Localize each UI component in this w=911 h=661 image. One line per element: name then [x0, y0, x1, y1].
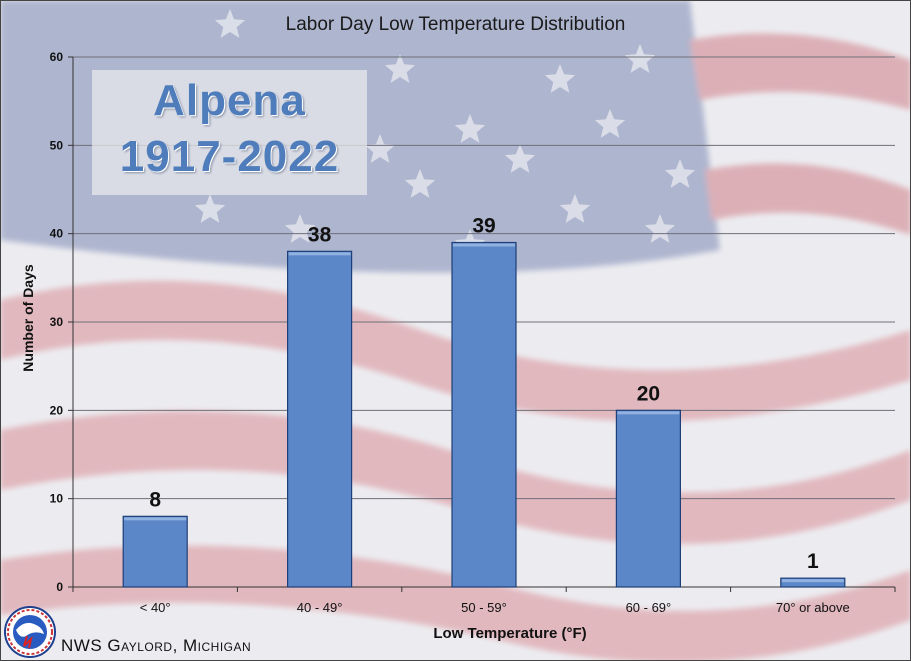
- location-period: 1917-2022: [119, 132, 340, 181]
- y-tick-label: 40: [50, 227, 64, 241]
- flag-star-icon: [214, 9, 246, 38]
- flag-star-icon: [559, 194, 591, 223]
- bar: [287, 250, 353, 588]
- bar: [122, 515, 188, 588]
- flag-star-icon: [404, 169, 436, 198]
- flag-star-icon: [644, 214, 676, 243]
- location-name: Alpena: [153, 76, 306, 125]
- bar-highlight: [124, 517, 187, 521]
- data-label: 39: [472, 215, 495, 238]
- bar: [615, 409, 682, 588]
- data-label: 20: [637, 382, 660, 405]
- bar-highlight: [288, 252, 351, 256]
- x-tick-label: 50 - 59°: [461, 600, 507, 615]
- footer-credit: NWS Gaylord, Michigan: [61, 636, 252, 655]
- flag-star-icon: [504, 144, 536, 173]
- flag-star-icon: [194, 194, 226, 223]
- y-tick-label: 20: [50, 403, 64, 417]
- flag-star-icon: [364, 134, 396, 163]
- bar: [451, 241, 517, 588]
- flag-star-icon: [544, 64, 576, 93]
- y-tick-label: 10: [50, 492, 64, 506]
- y-tick-label: 0: [56, 580, 63, 594]
- flag-star-icon: [624, 44, 656, 73]
- data-label: 38: [308, 223, 332, 246]
- bar-highlight: [781, 579, 844, 583]
- flag-star-icon: [594, 109, 626, 138]
- nws-logo-icon: [4, 606, 56, 658]
- flag-star-icon: [284, 214, 316, 243]
- x-tick-label: 70° or above: [776, 600, 850, 615]
- bar-highlight: [617, 411, 680, 415]
- y-axis-label: Number of Days: [20, 264, 36, 372]
- y-tick-label: 50: [50, 138, 64, 152]
- data-label: 8: [149, 488, 161, 511]
- x-tick-label: < 40°: [140, 600, 171, 615]
- x-axis-label: Low Temperature (°F): [433, 625, 587, 642]
- y-tick-label: 60: [50, 50, 64, 64]
- bar-highlight: [453, 243, 515, 247]
- y-tick-label: 30: [50, 315, 64, 329]
- flag-star-icon: [384, 54, 416, 83]
- bar: [780, 577, 846, 588]
- chart-title: Labor Day Low Temperature Distribution: [285, 14, 626, 35]
- location-box: Alpena 1917-2022: [92, 70, 367, 195]
- data-label: 1: [807, 550, 819, 573]
- flag-star-icon: [454, 114, 486, 143]
- x-tick-label: 40 - 49°: [297, 600, 343, 615]
- flag-star-icon: [664, 159, 696, 188]
- x-tick-label: 60 - 69°: [626, 600, 672, 615]
